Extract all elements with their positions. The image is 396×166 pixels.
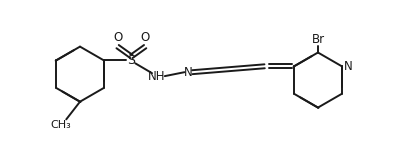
Text: S: S: [128, 54, 135, 67]
Text: O: O: [113, 31, 122, 44]
Text: Br: Br: [311, 33, 324, 46]
Text: N: N: [344, 60, 353, 73]
Text: N: N: [184, 66, 193, 79]
Text: CH₃: CH₃: [50, 120, 71, 130]
Text: NH: NH: [148, 70, 166, 83]
Text: O: O: [141, 31, 150, 44]
